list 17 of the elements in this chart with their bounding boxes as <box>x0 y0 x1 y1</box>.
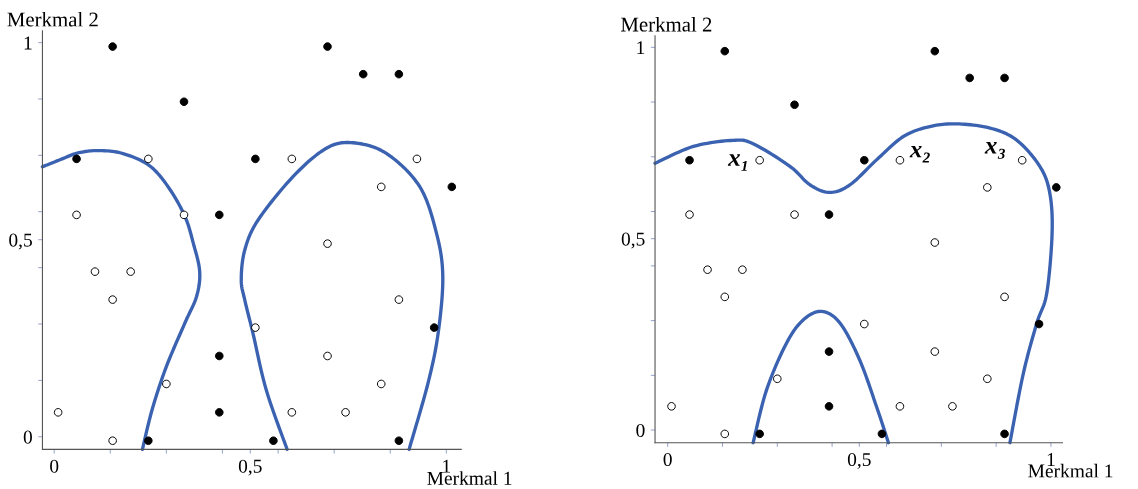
x-tick-label: 0 <box>50 459 59 473</box>
annotation: x₁ <box>727 154 747 171</box>
annotation: x₂ <box>909 145 930 163</box>
y-tick-label: 0 <box>636 423 645 437</box>
y-axis-title: Merkmal 2 <box>7 11 98 27</box>
y-tick-label: 0 <box>23 430 32 444</box>
x-axis-title: Merkmal 1 <box>427 471 512 485</box>
y-tick-label: 0,5 <box>621 232 645 249</box>
annotation: x₃ <box>984 142 1005 159</box>
x-tick-label: 0,5 <box>847 452 871 469</box>
x-tick-label: 0,5 <box>238 459 262 476</box>
y-tick-label: 0,5 <box>9 233 32 250</box>
x-tick-label: 0 <box>663 452 672 467</box>
x-tick-label: 1 <box>443 459 451 473</box>
y-tick-label: 1 <box>637 41 645 55</box>
y-tick-label: 1 <box>24 36 32 50</box>
y-axis-title: Merkmal 2 <box>621 16 712 32</box>
